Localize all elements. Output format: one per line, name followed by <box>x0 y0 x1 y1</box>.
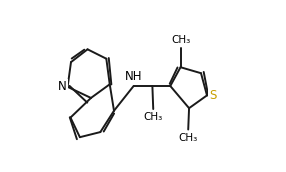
Text: CH₃: CH₃ <box>178 133 198 143</box>
Text: N: N <box>58 80 67 93</box>
Text: NH: NH <box>125 70 142 83</box>
Text: S: S <box>209 89 217 102</box>
Text: CH₃: CH₃ <box>171 35 190 45</box>
Text: CH₃: CH₃ <box>144 112 163 122</box>
